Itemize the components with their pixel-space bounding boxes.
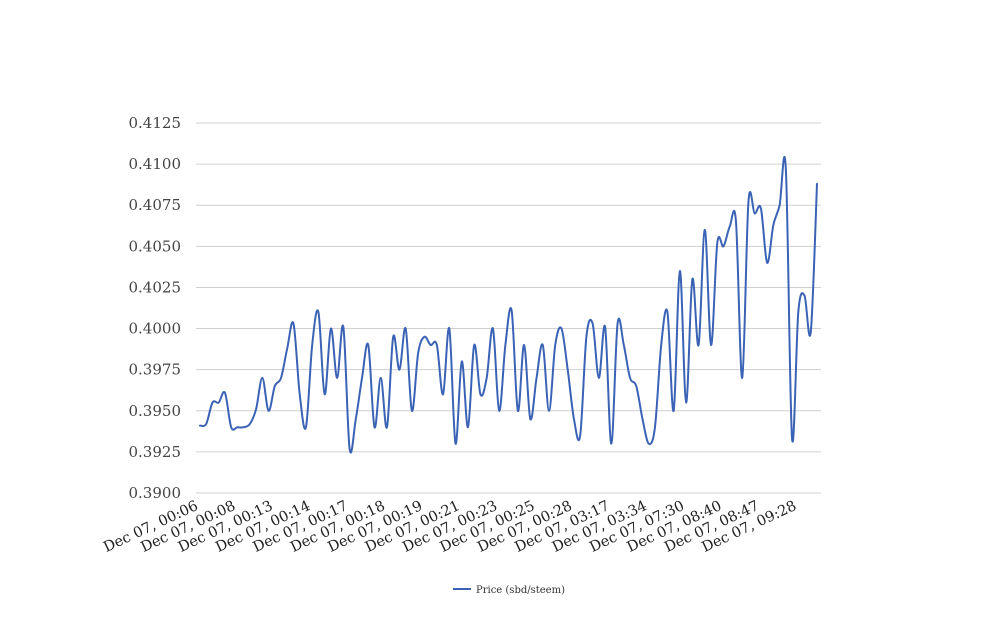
y-tick-label: 0.4000 [129,320,182,338]
y-tick-label: 0.3975 [129,361,182,379]
y-tick-label: 0.4125 [129,114,182,132]
legend: Price (sbd/steem) [453,585,565,596]
series-line-price [199,156,818,454]
y-axis-ticks: 0.3900 0.3925 0.3950 0.3975 0.4000 0.4025 0.40… [129,114,182,502]
y-tick-label: 0.3900 [129,484,182,502]
y-tick-label: 0.3950 [129,402,182,420]
legend-label: Price (sbd/steem) [476,585,565,596]
gridlines [196,122,821,494]
y-tick-label: 0.4100 [129,155,182,173]
y-tick-label: 0.3925 [129,443,182,461]
y-tick-label: 0.4050 [129,237,182,255]
y-tick-label: 0.4025 [129,278,182,296]
series-layer [199,156,818,454]
y-tick-label: 0.4075 [129,196,182,214]
